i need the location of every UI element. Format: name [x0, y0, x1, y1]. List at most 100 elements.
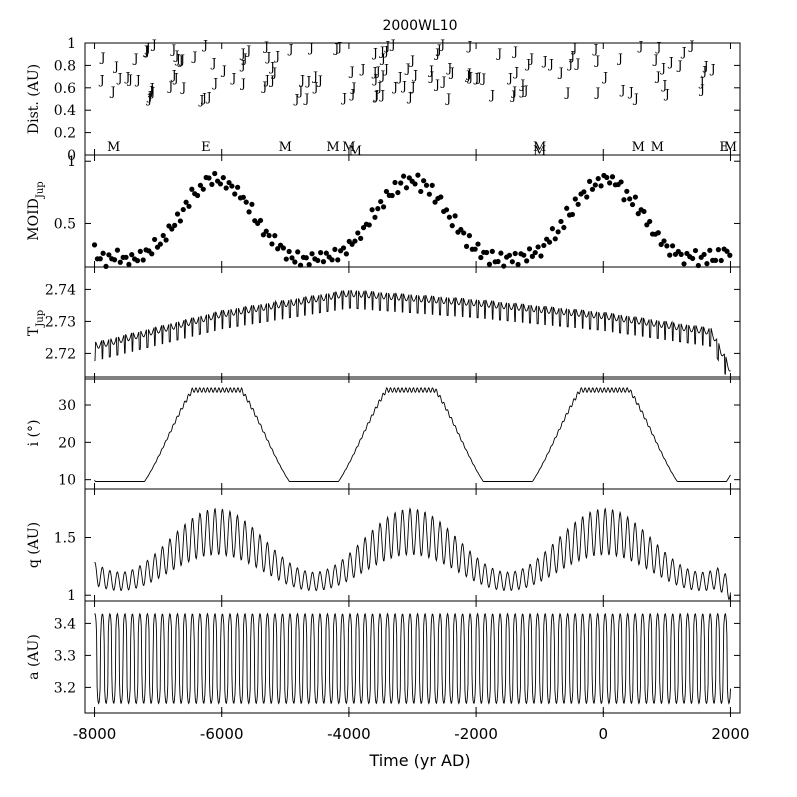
distance-point: J	[593, 53, 600, 67]
distance-point: J	[524, 57, 531, 71]
distance-point: J	[619, 83, 626, 97]
distance-point: J	[378, 88, 385, 102]
distance-point: J	[475, 71, 482, 85]
moid-point	[549, 226, 556, 232]
moid-point	[292, 259, 298, 265]
moid-point	[206, 175, 212, 181]
moid-point	[555, 229, 561, 235]
y-axis-label: i (°)	[26, 420, 42, 447]
moid-point	[269, 241, 275, 247]
moid-point	[249, 201, 255, 207]
moid-point	[329, 257, 335, 263]
moid-point	[515, 261, 521, 268]
moid-point	[246, 209, 252, 215]
panel-4: 30 20 10 i (°)	[26, 376, 741, 490]
moid-point	[704, 261, 710, 267]
distance-point: J	[700, 64, 707, 78]
moid-point	[678, 251, 684, 257]
moid-point	[320, 259, 327, 265]
distance-point: J	[518, 84, 525, 98]
moid-point	[134, 258, 141, 264]
moid-point	[303, 255, 309, 261]
moid-point	[389, 192, 395, 199]
moid-point	[438, 194, 444, 200]
distance-point: J	[472, 71, 479, 85]
distance-point: J	[174, 52, 181, 66]
moid-point	[712, 257, 719, 263]
moid-point	[607, 180, 613, 186]
distance-point: J	[698, 75, 705, 89]
distance-point: J	[143, 44, 150, 58]
distance-point: J	[652, 53, 659, 67]
moid-point	[383, 188, 390, 195]
moid-point	[186, 203, 192, 209]
distance-point: J	[464, 68, 471, 82]
moid-point	[392, 179, 398, 186]
moid-point	[624, 188, 630, 194]
distance-point: J	[239, 46, 246, 60]
distance-point: J	[190, 50, 197, 64]
moid-point	[546, 239, 553, 245]
moid-point	[174, 211, 181, 217]
moid-point	[667, 252, 673, 258]
moid-point	[266, 232, 272, 239]
distance-point: J	[427, 63, 434, 77]
moid-point	[243, 199, 249, 205]
encounter-label: M	[326, 140, 339, 155]
moid-point	[552, 236, 558, 242]
moid-point	[111, 257, 118, 263]
moid-point	[149, 251, 155, 257]
moid-point	[360, 225, 367, 231]
moid-point	[724, 248, 730, 254]
moid-point	[718, 257, 724, 264]
distance-point: J	[488, 88, 495, 102]
distance-point: J	[566, 57, 573, 71]
moid-point	[315, 257, 321, 264]
moid-point	[458, 226, 464, 233]
encounter-label: E	[201, 140, 211, 155]
distance-point: J	[568, 49, 575, 63]
moid-point	[587, 178, 593, 184]
moid-point	[406, 175, 412, 181]
distance-point: J	[371, 46, 378, 60]
x-axis: -8000 -6000 -4000 -2000 0 2000	[73, 711, 750, 743]
y-tick-label: 1.5	[54, 530, 76, 546]
distance-point: J	[211, 76, 218, 90]
distance-point: J	[148, 81, 155, 95]
moid-point	[103, 263, 109, 269]
moid-point	[286, 248, 292, 255]
distance-point: J	[147, 84, 154, 98]
distance-point: J	[179, 80, 186, 94]
distance-point: J	[667, 55, 674, 69]
distance-point: J	[448, 66, 455, 80]
y-tick-label: 2.74	[45, 282, 76, 298]
moid-point	[226, 179, 232, 186]
distance-point: J	[506, 71, 513, 85]
moid-point	[483, 249, 490, 256]
moid-point	[309, 251, 315, 257]
distance-point: J	[511, 44, 518, 58]
moid-point	[223, 185, 229, 191]
series-line	[94, 289, 731, 375]
distance-point: J	[495, 47, 502, 61]
distance-point: J	[268, 73, 275, 87]
distance-point: J	[371, 72, 378, 86]
encounter-label: E	[719, 140, 729, 155]
moid-point	[380, 204, 387, 210]
moid-point	[163, 237, 169, 243]
x-tick-label: -6000	[200, 725, 244, 743]
distance-point: J	[375, 80, 382, 94]
moid-point	[263, 228, 269, 234]
distance-point: J	[465, 67, 472, 81]
panel-frame	[84, 266, 741, 380]
distance-point: J	[123, 70, 130, 84]
distance-point: J	[409, 80, 416, 94]
moid-point	[129, 252, 135, 258]
moid-point	[280, 245, 287, 251]
moid-point	[220, 175, 226, 181]
moid-point	[240, 194, 246, 200]
y-tick-label: 0.8	[54, 58, 76, 74]
moid-point	[472, 246, 478, 252]
y-tick-label: 0.2	[54, 126, 76, 142]
